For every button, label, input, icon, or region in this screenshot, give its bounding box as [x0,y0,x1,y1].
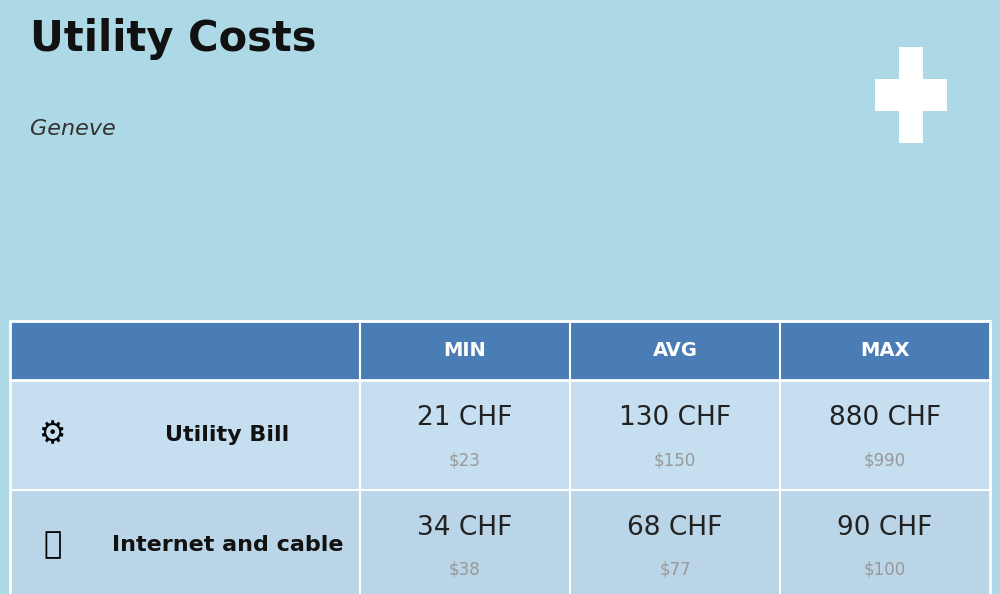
Text: $150: $150 [654,451,696,469]
Text: $23: $23 [449,451,481,469]
Text: 130 CHF: 130 CHF [619,406,731,431]
FancyBboxPatch shape [10,321,990,380]
Text: AVG: AVG [652,341,698,360]
Text: 880 CHF: 880 CHF [829,406,941,431]
Text: Utility Costs: Utility Costs [30,18,316,60]
Text: Utility Bill: Utility Bill [165,425,290,445]
Text: Geneve: Geneve [30,119,116,139]
Text: ⚙️: ⚙️ [39,421,66,450]
FancyBboxPatch shape [899,47,923,143]
FancyBboxPatch shape [10,380,990,490]
Text: MAX: MAX [860,341,910,360]
FancyBboxPatch shape [10,490,990,594]
FancyBboxPatch shape [875,80,947,110]
Text: $100: $100 [864,561,906,579]
Text: 90 CHF: 90 CHF [837,516,933,541]
Text: 68 CHF: 68 CHF [627,516,723,541]
Text: MIN: MIN [444,341,486,360]
Text: 34 CHF: 34 CHF [417,516,513,541]
Text: 📡: 📡 [43,530,62,560]
Text: $990: $990 [864,451,906,469]
Text: $38: $38 [449,561,481,579]
Text: $77: $77 [659,561,691,579]
Text: 21 CHF: 21 CHF [417,406,513,431]
Text: Internet and cable: Internet and cable [112,535,343,555]
